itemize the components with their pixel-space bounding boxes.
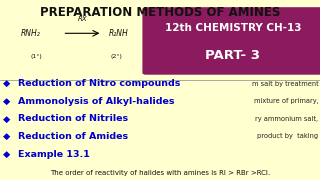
Text: ◆: ◆ — [3, 132, 11, 141]
Text: Reduction of Nitro compounds: Reduction of Nitro compounds — [18, 79, 180, 88]
Text: (2°): (2°) — [111, 54, 123, 59]
Text: Reduction of Amides: Reduction of Amides — [18, 132, 128, 141]
Text: Reduction of Nitriles: Reduction of Nitriles — [18, 114, 128, 123]
Text: 12th CHEMISTRY CH-13: 12th CHEMISTRY CH-13 — [164, 23, 301, 33]
Text: RNH₂: RNH₂ — [21, 29, 41, 38]
Text: The order of reactivity of halides with amines is RI > RBr >RCl.: The order of reactivity of halides with … — [50, 170, 270, 176]
Text: ry ammonium salt,: ry ammonium salt, — [255, 116, 318, 122]
Text: ◆: ◆ — [3, 150, 11, 159]
FancyBboxPatch shape — [142, 7, 320, 75]
Text: PREPARATION METHODS OF AMINES: PREPARATION METHODS OF AMINES — [40, 6, 280, 19]
Text: R₂NH: R₂NH — [109, 29, 129, 38]
Text: RX: RX — [77, 16, 87, 22]
Text: (1°): (1°) — [31, 54, 43, 59]
Text: Example 13.1: Example 13.1 — [18, 150, 90, 159]
Text: ◆: ◆ — [3, 97, 11, 106]
Text: Ammonolysis of Alkyl-halides: Ammonolysis of Alkyl-halides — [18, 97, 174, 106]
Text: mixture of primary,: mixture of primary, — [254, 98, 318, 104]
Text: ◆: ◆ — [3, 79, 11, 88]
Text: m salt by treatment: m salt by treatment — [252, 81, 318, 87]
Text: ◆: ◆ — [3, 114, 11, 123]
Text: PART- 3: PART- 3 — [205, 48, 260, 62]
Text: product by  taking: product by taking — [257, 133, 318, 139]
